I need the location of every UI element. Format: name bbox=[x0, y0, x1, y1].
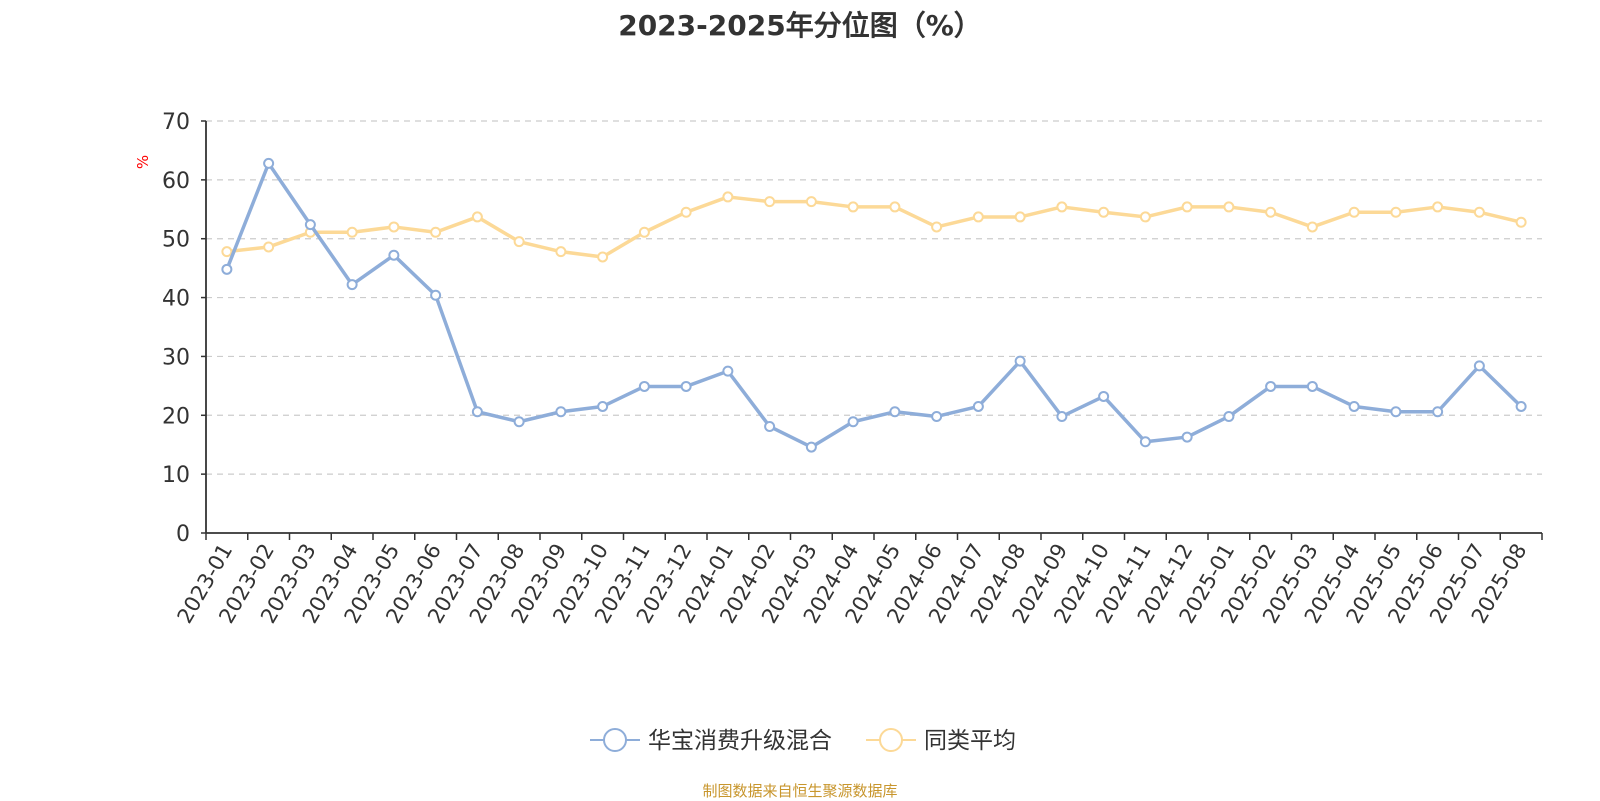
data-point[interactable] bbox=[1390, 406, 1402, 418]
data-point[interactable] bbox=[1223, 201, 1235, 213]
data-point[interactable] bbox=[805, 196, 817, 208]
data-point[interactable] bbox=[1139, 436, 1151, 448]
data-point[interactable] bbox=[430, 226, 442, 238]
y-tick-label: 70 bbox=[162, 110, 190, 135]
data-point[interactable] bbox=[597, 400, 609, 412]
data-point[interactable] bbox=[847, 416, 859, 428]
data-point[interactable] bbox=[1014, 355, 1026, 367]
y-tick-label: 50 bbox=[162, 228, 190, 253]
data-point[interactable] bbox=[346, 279, 358, 291]
data-point[interactable] bbox=[555, 406, 567, 418]
legend-label: 华宝消费升级混合 bbox=[648, 728, 832, 754]
data-point[interactable] bbox=[638, 380, 650, 392]
data-point[interactable] bbox=[889, 201, 901, 213]
chart-title: 2023-2025年分位图（%） bbox=[618, 9, 982, 42]
data-point[interactable] bbox=[1265, 380, 1277, 392]
data-point[interactable] bbox=[1473, 360, 1485, 372]
data-point[interactable] bbox=[638, 226, 650, 238]
series-1 bbox=[221, 191, 1527, 263]
data-point[interactable] bbox=[680, 206, 692, 218]
data-point[interactable] bbox=[1348, 400, 1360, 412]
data-point[interactable] bbox=[931, 410, 943, 422]
data-point[interactable] bbox=[1181, 431, 1193, 443]
data-point[interactable] bbox=[304, 219, 316, 231]
data-point[interactable] bbox=[972, 211, 984, 223]
data-point[interactable] bbox=[513, 236, 525, 248]
data-point[interactable] bbox=[805, 441, 817, 453]
data-point[interactable] bbox=[221, 246, 233, 258]
series-0 bbox=[221, 157, 1527, 453]
data-point[interactable] bbox=[1056, 201, 1068, 213]
data-point[interactable] bbox=[847, 201, 859, 213]
data-point[interactable] bbox=[722, 191, 734, 203]
data-point[interactable] bbox=[1098, 390, 1110, 402]
data-point[interactable] bbox=[471, 211, 483, 223]
data-point[interactable] bbox=[221, 263, 233, 275]
data-point[interactable] bbox=[889, 406, 901, 418]
y-tick-label: 20 bbox=[162, 404, 190, 429]
data-point[interactable] bbox=[1181, 201, 1193, 213]
data-point[interactable] bbox=[764, 420, 776, 432]
data-point[interactable] bbox=[1390, 206, 1402, 218]
data-point[interactable] bbox=[1515, 400, 1527, 412]
axes: 010203040506070%2023-012023-022023-03202… bbox=[134, 110, 1543, 627]
grid-lines bbox=[206, 120, 1542, 475]
legend: 华宝消费升级混合 同类平均 bbox=[590, 728, 1016, 754]
data-point[interactable] bbox=[764, 196, 776, 208]
data-point[interactable] bbox=[1473, 206, 1485, 218]
data-point[interactable] bbox=[972, 400, 984, 412]
data-point[interactable] bbox=[513, 416, 525, 428]
series-lines bbox=[221, 157, 1527, 453]
data-point[interactable] bbox=[1515, 216, 1527, 228]
data-point[interactable] bbox=[1432, 406, 1444, 418]
y-tick-label: 40 bbox=[162, 287, 190, 312]
legend-item-1[interactable]: 同类平均 bbox=[866, 728, 1016, 754]
series-line bbox=[225, 161, 1523, 449]
series-line bbox=[225, 195, 1523, 259]
legend-item-0[interactable]: 华宝消费升级混合 bbox=[590, 728, 832, 754]
legend-label: 同类平均 bbox=[924, 728, 1016, 754]
data-point[interactable] bbox=[388, 221, 400, 233]
data-point[interactable] bbox=[1265, 206, 1277, 218]
data-point[interactable] bbox=[1306, 221, 1318, 233]
data-point[interactable] bbox=[388, 249, 400, 261]
data-point[interactable] bbox=[931, 221, 943, 233]
data-point[interactable] bbox=[346, 226, 358, 238]
legend-circle-marker bbox=[879, 728, 903, 752]
y-tick-label: 30 bbox=[162, 345, 190, 370]
y-tick-label: 60 bbox=[162, 169, 190, 194]
source-note: 制图数据来自恒生聚源数据库 bbox=[702, 782, 898, 800]
data-point[interactable] bbox=[263, 157, 275, 169]
data-point[interactable] bbox=[1056, 410, 1068, 422]
data-point[interactable] bbox=[555, 246, 567, 258]
data-point[interactable] bbox=[1098, 206, 1110, 218]
data-point[interactable] bbox=[471, 406, 483, 418]
y-tick-label: 10 bbox=[162, 463, 190, 488]
data-point[interactable] bbox=[1432, 201, 1444, 213]
data-point[interactable] bbox=[1223, 410, 1235, 422]
data-point[interactable] bbox=[1014, 211, 1026, 223]
data-point[interactable] bbox=[1306, 380, 1318, 392]
data-point[interactable] bbox=[597, 251, 609, 263]
y-tick-label: 0 bbox=[176, 522, 190, 547]
data-point[interactable] bbox=[680, 380, 692, 392]
legend-circle-marker bbox=[603, 728, 627, 752]
data-point[interactable] bbox=[430, 289, 442, 301]
data-point[interactable] bbox=[263, 241, 275, 253]
data-point[interactable] bbox=[1348, 206, 1360, 218]
y-axis-unit: % bbox=[134, 155, 152, 169]
data-point[interactable] bbox=[722, 365, 734, 377]
data-point[interactable] bbox=[1139, 211, 1151, 223]
